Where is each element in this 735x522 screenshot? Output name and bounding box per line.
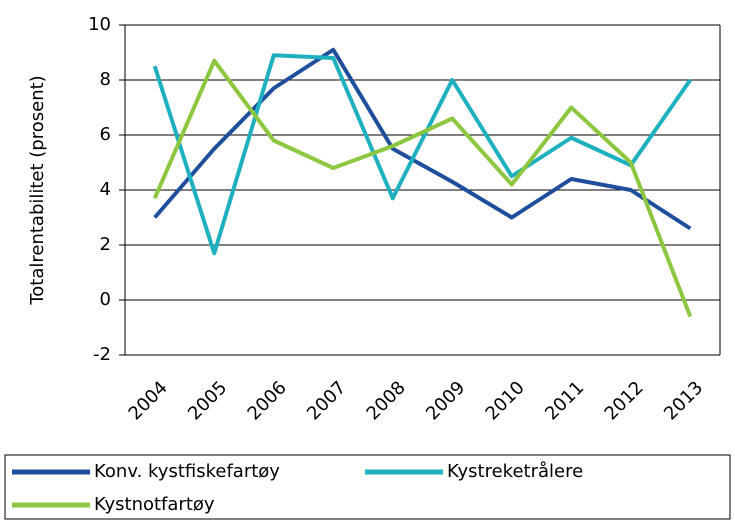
series-line [153,47,692,231]
x-tick-label: 2007 [303,377,350,424]
y-tick-label: 6 [100,124,111,145]
y-axis-label: Totalrentabilitet (prosent) [27,75,48,305]
x-tick-label: 2008 [363,377,410,424]
x-tick-label: 2009 [422,377,469,424]
legend-label: Kystreketrålere [447,461,583,482]
x-tick-label: 2011 [541,377,588,424]
x-tick-label: 2006 [244,377,291,424]
y-tick-label: 0 [100,289,111,310]
x-tick-label: 2005 [184,377,231,424]
legend-label: Konv. kystfiskefartøy [94,461,280,482]
series-line [152,53,692,256]
x-tick-label: 2010 [482,377,529,424]
series-line [152,58,693,318]
legend-label: Kystnotfartøy [94,494,215,515]
x-tick-label: 2004 [125,377,172,424]
y-tick-label: -2 [93,344,111,365]
legend-box [4,454,731,520]
y-tick-label: 2 [100,234,111,255]
y-tick-label: 4 [100,179,111,200]
x-tick-label: 2012 [601,377,648,424]
y-tick-label: 8 [100,69,111,90]
x-tick-label: 2013 [660,377,707,424]
y-tick-label: 10 [88,14,111,35]
